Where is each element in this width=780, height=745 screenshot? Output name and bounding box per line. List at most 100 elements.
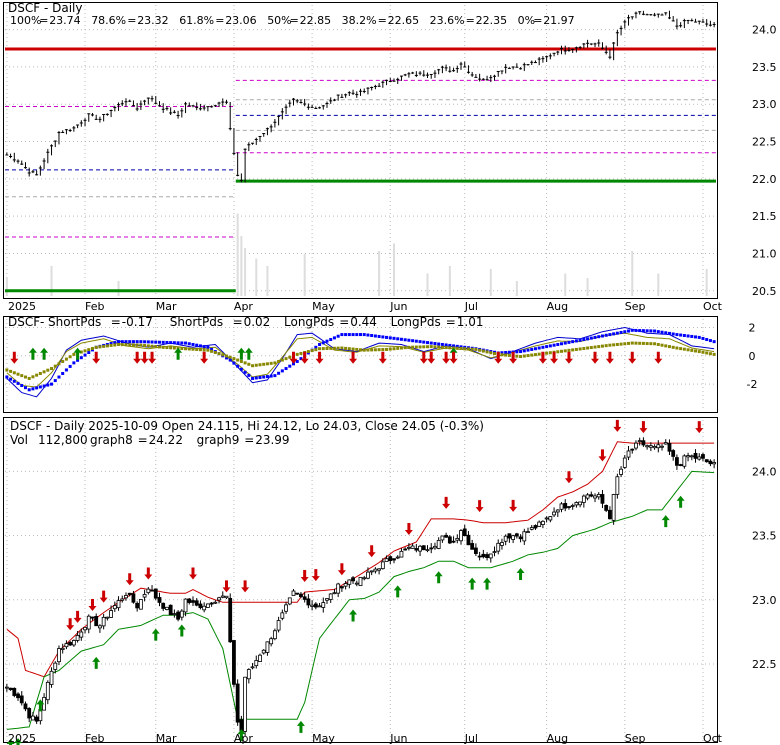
osc-long-blue-dot-48 — [184, 341, 188, 345]
osc-down-arrow-23 — [654, 351, 663, 364]
osc-long-olive-dot-72 — [273, 361, 277, 365]
stops-candle-body-21 — [83, 626, 87, 631]
stops-candle-body-120 — [451, 540, 456, 543]
osc-long-olive-dot-14 — [57, 362, 61, 366]
osc-long-olive-dot-35 — [135, 343, 139, 347]
osc-y-tick-1: 0 — [749, 350, 756, 363]
osc-long-blue-dot-110 — [414, 339, 418, 343]
osc-long-olive-dot-126 — [474, 347, 478, 351]
stops-candle-body-41 — [157, 597, 162, 603]
osc-down-arrow-19 — [564, 351, 573, 364]
osc-long-olive-dot-154 — [578, 347, 582, 351]
osc-long-olive-dot-7 — [31, 375, 35, 379]
fib-eq-5: = — [466, 14, 475, 27]
stops-candle-body-106 — [399, 550, 404, 558]
price-grid — [5, 5, 716, 296]
fib-value-5: 22.35 — [476, 14, 508, 27]
stops-candle-body-62 — [235, 683, 240, 723]
stops-y-tick-3: 22.5 — [752, 658, 777, 671]
osc-long-olive-dot-138 — [519, 355, 523, 359]
price-y-tick-6: 21.0 — [752, 247, 777, 260]
osc-long-olive-dot-173 — [649, 342, 653, 346]
stops-candle-body-18 — [71, 640, 76, 646]
stops-candle-body-102 — [384, 558, 389, 562]
stops-candle-body-129 — [485, 554, 489, 558]
stops-up-arrow-3 — [92, 656, 101, 669]
osc-long-olive-dot-58 — [221, 353, 225, 357]
stops-candle-body-57 — [217, 597, 221, 601]
price-x-label-8: Sep — [625, 300, 646, 313]
price-candles — [5, 10, 716, 183]
stops-candle-body-189 — [708, 460, 713, 465]
stops-header: DSCF - Daily 2025-10-09 Open 24.115, Hi … — [10, 419, 484, 447]
osc-long-olive-dot-146 — [548, 351, 552, 355]
osc-long-olive-dot-25 — [98, 345, 102, 349]
volume-bar-16 — [586, 278, 589, 296]
osc-long-olive-dot-90 — [340, 346, 344, 350]
stops-candle-body-100 — [377, 568, 382, 571]
osc-long-blue-dot-119 — [448, 343, 452, 347]
osc-long-blue-dot-113 — [426, 341, 430, 345]
osc-long-olive-dot-129 — [485, 350, 489, 354]
osc-long-olive-dot-15 — [61, 359, 65, 363]
osc-long-blue-dot-41 — [157, 340, 161, 344]
osc-long-blue-dot-99 — [373, 334, 377, 338]
osc-long-olive-dot-67 — [254, 363, 258, 367]
stops-candle-body-19 — [75, 635, 80, 641]
osc-long-blue-dot-139 — [522, 349, 526, 353]
osc-long-blue-dot-148 — [556, 342, 560, 346]
osc-long-olive-dot-123 — [463, 347, 467, 351]
osc-long-olive-dot-32 — [124, 343, 128, 347]
stops-candle-body-148 — [555, 509, 560, 513]
osc-long-blue-dot-83 — [314, 345, 318, 349]
osc-long-blue-dot-103 — [388, 336, 392, 340]
osc-long-olive-dot-4 — [20, 374, 24, 378]
osc-long-olive-dot-95 — [359, 348, 362, 352]
osc-long-olive-dot-166 — [623, 342, 627, 346]
osc-long-olive-dot-66 — [251, 364, 255, 368]
osc-down-arrow-18 — [550, 351, 559, 364]
osc-long-blue-dot-185 — [694, 335, 698, 339]
fib-value-1: 23.32 — [137, 14, 169, 27]
osc-long-blue-dot-153 — [574, 339, 578, 343]
osc-long-blue-dot-183 — [686, 334, 690, 338]
stops-candle-body-58 — [220, 595, 225, 598]
osc-long-olive-dot-103 — [388, 347, 392, 351]
osc-long-olive-dot-174 — [653, 342, 657, 346]
osc-up-arrow-5 — [244, 347, 253, 360]
stops-candle-body-88 — [332, 592, 337, 595]
osc-down-arrow-13 — [442, 351, 451, 364]
osc-down-arrow-7 — [300, 351, 309, 364]
price-y-tick-3: 22.5 — [752, 136, 777, 149]
stops-candle-body-87 — [328, 593, 333, 600]
osc-long-olive-dot-85 — [321, 347, 325, 351]
osc-long-blue-dot-143 — [537, 346, 541, 350]
stops-x-labels: 2025 Feb Mar Apr May Jun Jul Aug Sep Oct — [8, 732, 723, 745]
osc-long-olive-dot-121 — [455, 346, 459, 350]
stops-candle-body-150 — [563, 503, 568, 509]
fib-value-3: 22.85 — [300, 14, 332, 27]
osc-long-olive-dot-44 — [169, 346, 173, 350]
stops-up-arrow-2 — [36, 699, 45, 712]
stops-down-arrow-16 — [509, 499, 518, 512]
osc-long-olive-dot-84 — [318, 347, 322, 351]
osc-long-blue-dot-11 — [46, 383, 50, 387]
stops-down-arrow-7 — [222, 580, 231, 593]
stops-candle-body-114 — [429, 547, 434, 550]
osc-eq-2: = — [339, 315, 349, 329]
osc-long-olive-dot-183 — [686, 348, 690, 352]
fib-eq-6: = — [533, 14, 542, 27]
osc-long-olive-dot-50 — [191, 347, 195, 351]
stops-candle-body-5 — [23, 703, 28, 710]
stops-candle-body-59 — [224, 595, 229, 599]
osc-long-olive-dot-21 — [83, 349, 87, 353]
stops-candle-body-91 — [343, 583, 348, 587]
fib-eq-2: = — [215, 14, 224, 27]
stops-candle-body-109 — [410, 545, 415, 549]
stops-candle-body-188 — [704, 459, 709, 463]
osc-long-blue-dot-165 — [619, 330, 623, 334]
osc-long-olive-dot-185 — [694, 349, 698, 353]
stops-down-arrow-2 — [88, 598, 97, 611]
price-x-label-2: Mar — [156, 300, 177, 313]
stops-header-line: DSCF - Daily 2025-10-09 Open 24.115, Hi … — [10, 419, 484, 433]
